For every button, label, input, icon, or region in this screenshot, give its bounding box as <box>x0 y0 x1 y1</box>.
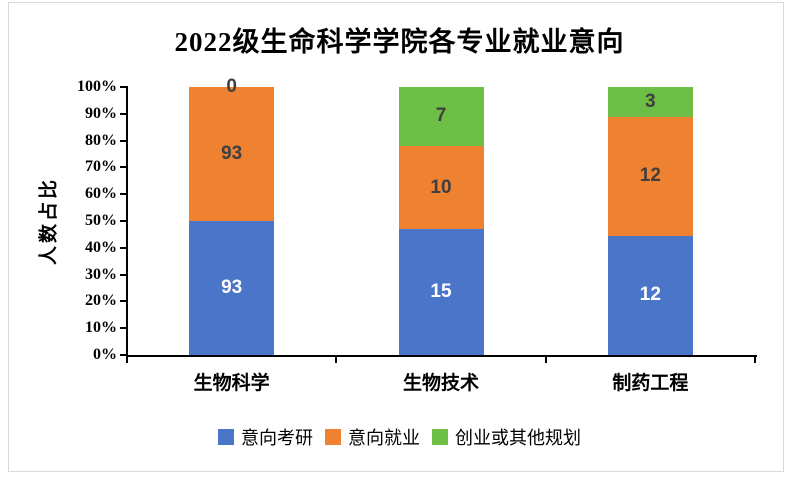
bar-data-label: 3 <box>645 90 656 112</box>
y-tick-mark <box>120 300 126 303</box>
y-tick-mark <box>120 273 126 276</box>
legend-swatch-icon <box>432 429 448 445</box>
bar-data-label: 12 <box>639 284 661 306</box>
bar-data-label: 93 <box>221 277 243 298</box>
y-tick-mark <box>120 86 126 88</box>
chart-frame-border <box>8 2 784 472</box>
category-label: 生物科学 <box>193 373 270 394</box>
bar-data-label: 7 <box>435 105 447 127</box>
x-axis-line <box>126 355 757 357</box>
legend-swatch-icon <box>325 429 341 445</box>
bar-data-label: 12 <box>639 165 661 187</box>
bar-segment <box>189 87 275 221</box>
y-tick-label: 40% <box>85 238 117 256</box>
bar-segment <box>398 229 484 355</box>
bar-data-label: 15 <box>430 281 452 303</box>
y-tick-label: 10% <box>85 319 117 337</box>
y-tick-mark <box>120 246 126 249</box>
y-tick-mark <box>120 193 126 196</box>
legend-label: 创业或其他规划 <box>455 428 581 448</box>
y-axis-line <box>126 86 128 357</box>
y-tick-label: 30% <box>85 265 117 283</box>
x-tick-mark <box>544 355 547 363</box>
bar-segment <box>607 235 693 355</box>
y-tick-label: 80% <box>85 131 117 149</box>
y-tick-label: 100% <box>77 78 117 95</box>
legend-item: 意向考研 <box>218 424 313 450</box>
category-label: 生物技术 <box>402 373 479 394</box>
legend-item: 创业或其他规划 <box>432 424 581 450</box>
bar-segment <box>398 87 484 146</box>
bar-data-label: 0 <box>226 76 237 97</box>
y-tick-label: 50% <box>85 212 117 229</box>
x-tick-mark <box>335 355 338 363</box>
y-tick-label: 0% <box>93 346 117 363</box>
y-tick-mark <box>120 354 126 356</box>
bar-segment <box>398 145 484 230</box>
legend-swatch-icon <box>218 429 234 445</box>
y-tick-label: 70% <box>85 158 117 176</box>
bar-data-label: 10 <box>430 176 452 198</box>
y-tick-label: 20% <box>85 292 117 310</box>
bar-segment <box>607 116 693 236</box>
x-tick-mark <box>754 355 756 363</box>
category-label: 制药工程 <box>612 373 689 394</box>
chart-title: 2022级生命科学学院各专业就业意向 <box>174 27 625 57</box>
bar-segment <box>607 87 693 117</box>
y-tick-label: 60% <box>85 185 117 203</box>
x-tick-mark <box>126 355 128 363</box>
bar-data-label: 93 <box>221 143 243 164</box>
y-tick-mark <box>120 166 126 169</box>
y-tick-mark <box>120 327 126 330</box>
y-tick-mark <box>120 112 126 115</box>
legend-label: 意向就业 <box>348 428 420 448</box>
bar-segment <box>189 221 275 355</box>
y-tick-mark <box>120 139 126 142</box>
legend-label: 意向考研 <box>241 428 313 448</box>
legend-item: 意向就业 <box>325 424 420 450</box>
legend: 意向考研 意向就业 创业或其他规划 <box>0 424 799 450</box>
y-tick-label: 90% <box>85 104 117 122</box>
y-tick-mark <box>120 220 126 222</box>
